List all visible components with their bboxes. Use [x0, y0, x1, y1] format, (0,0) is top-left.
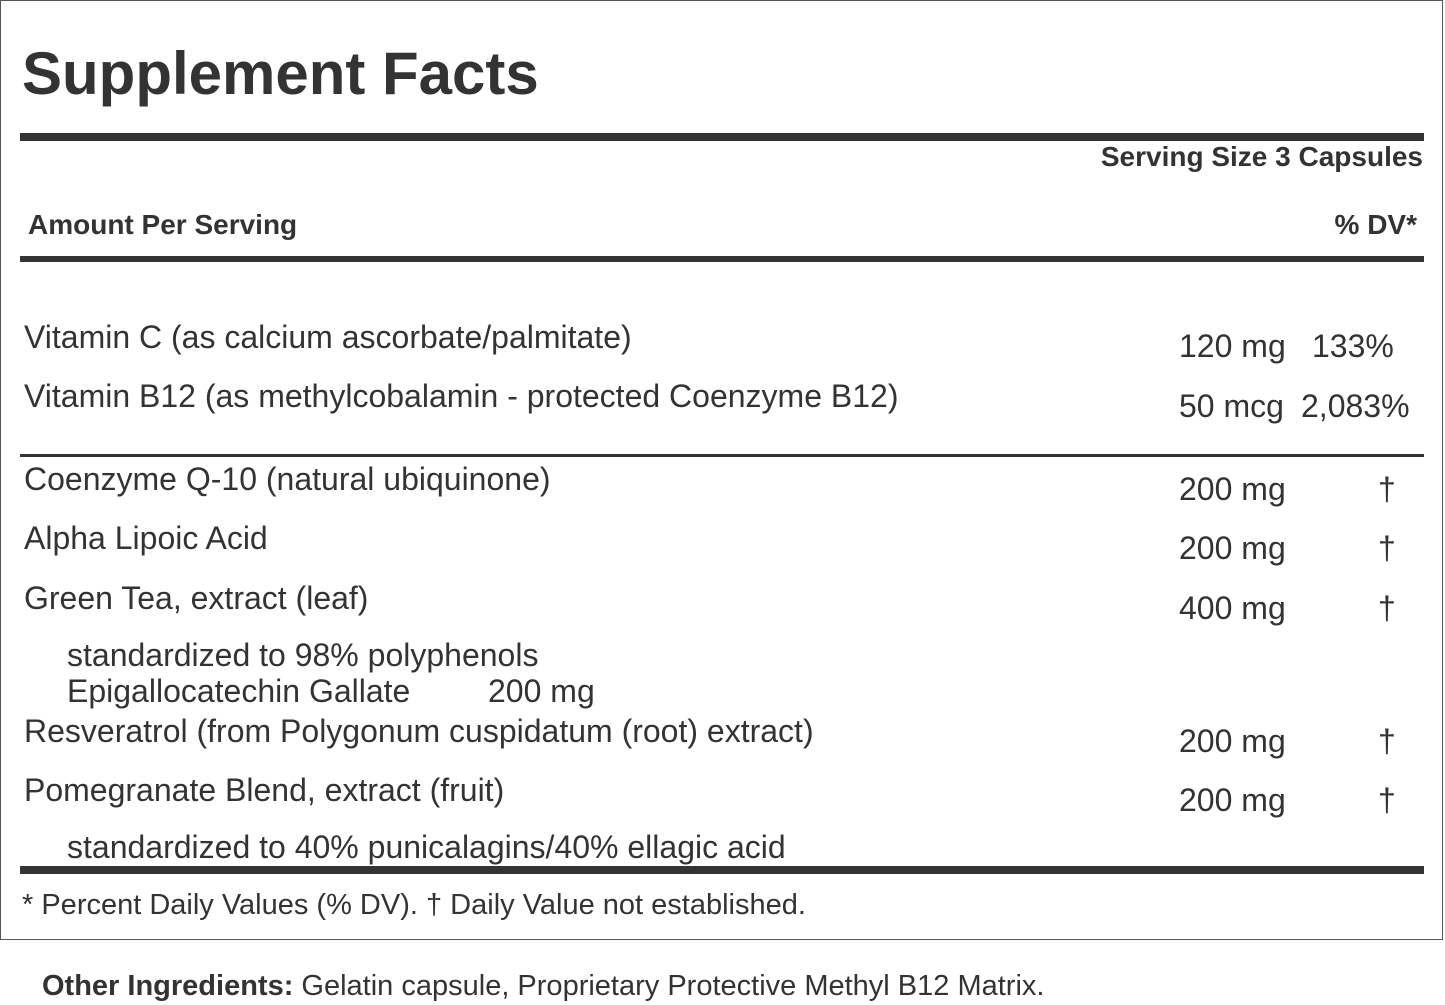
ingredient-name: Green Tea, extract (leaf)	[24, 580, 369, 616]
ingredient-amount: 200 mg	[1179, 530, 1286, 566]
title: Supplement Facts	[22, 40, 539, 107]
other-ingredients-text: Gelatin capsule, Proprietary Protective …	[301, 970, 1045, 1002]
ingredient-dv: †	[1378, 471, 1396, 507]
sub-ingredient-amount: 200 mg	[488, 673, 595, 709]
ingredient-amount: 400 mg	[1179, 590, 1286, 626]
footnote: * Percent Daily Values (% DV). † Daily V…	[22, 889, 806, 921]
facts-box	[0, 0, 1443, 940]
ingredient-amount: 200 mg	[1179, 782, 1286, 818]
ingredient-dv: 133%	[1312, 328, 1394, 364]
ingredient-name: Vitamin B12 (as methylcobalamin - protec…	[24, 378, 899, 414]
ingredient-name: Pomegranate Blend, extract (fruit)	[24, 772, 505, 808]
sub-ingredient: Epigallocatechin Gallate	[67, 673, 411, 709]
ingredient-dv: †	[1378, 530, 1396, 566]
sub-ingredient: standardized to 98% polyphenols	[67, 637, 539, 673]
other-ingredients: Other Ingredients: Gelatin capsule, Prop…	[42, 969, 1044, 1003]
other-ingredients-label: Other Ingredients:	[42, 970, 294, 1002]
ingredient-name: Resveratrol (from Polygonum cuspidatum (…	[24, 713, 814, 749]
ingredient-dv: †	[1378, 782, 1396, 818]
medium-rule	[20, 256, 1424, 262]
ingredient-amount: 200 mg	[1179, 723, 1286, 759]
thick-rule	[20, 866, 1424, 874]
ingredient-amount: 50 mcg	[1179, 388, 1284, 424]
ingredient-dv: 2,083%	[1301, 388, 1410, 424]
thin-rule	[20, 454, 1424, 457]
ingredient-amount: 200 mg	[1179, 471, 1286, 507]
ingredient-dv: †	[1378, 723, 1396, 759]
ingredient-dv: †	[1378, 590, 1396, 626]
ingredient-amount: 120 mg	[1179, 328, 1286, 364]
ingredient-name: Coenzyme Q-10 (natural ubiquinone)	[24, 461, 551, 497]
serving-size: Serving Size 3 Capsules	[1100, 141, 1423, 172]
amount-per-serving: Amount Per Serving	[28, 209, 298, 240]
dv-header: % DV*	[1334, 209, 1417, 240]
ingredient-name: Alpha Lipoic Acid	[24, 520, 268, 556]
ingredient-name: Vitamin C (as calcium ascorbate/palmitat…	[24, 319, 632, 355]
thick-rule	[20, 133, 1424, 141]
sub-ingredient: standardized to 40% punicalagins/40% ell…	[67, 829, 786, 865]
